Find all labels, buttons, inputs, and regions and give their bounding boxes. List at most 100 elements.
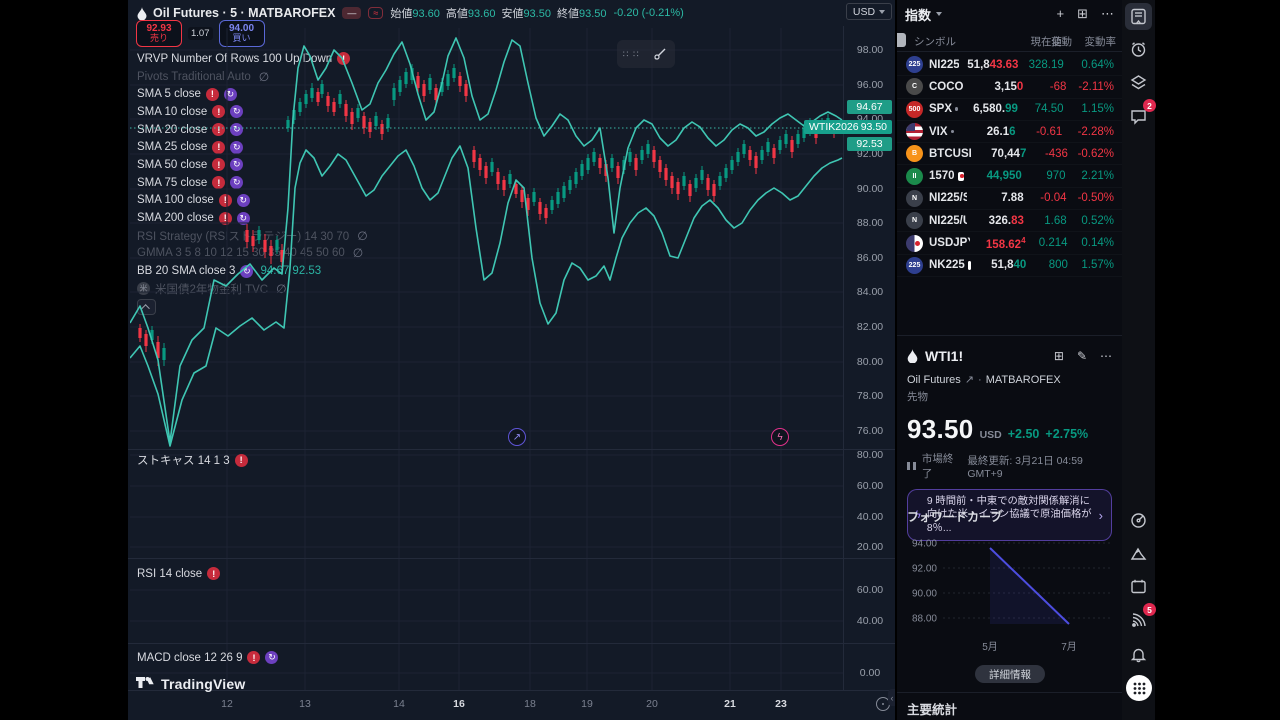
refresh-badge-icon[interactable]: ↻ bbox=[236, 193, 250, 207]
pane-indicator-label[interactable]: MACD close 12 26 9! ↻ bbox=[137, 651, 279, 664]
notifications-button[interactable] bbox=[1125, 641, 1152, 668]
alert-badge-icon[interactable]: ! bbox=[234, 453, 248, 467]
chart-marker-arrow[interactable]: ↗ bbox=[508, 428, 526, 446]
indicator-row[interactable]: SMA 50 close! ↻ bbox=[137, 156, 467, 174]
indicator-row[interactable]: SMA 20 close! ↻ bbox=[137, 121, 467, 139]
watchlist-row[interactable]: B BTCUSD 70,447 -436 -0.62% bbox=[897, 143, 1122, 166]
sell-button[interactable]: 92.93 売り bbox=[136, 20, 182, 47]
layers-button[interactable] bbox=[1125, 69, 1152, 96]
refresh-badge-icon[interactable]: ↻ bbox=[265, 651, 279, 664]
floating-drawing-toolbar[interactable]: ∷ ∷ bbox=[617, 40, 675, 68]
eye-off-icon[interactable]: ∅ bbox=[357, 228, 368, 243]
pane-indicator-label[interactable]: ストキャス 14 1 3! bbox=[137, 452, 248, 468]
watchlist-column-headers: シンボル 現在値 変動 変動率 bbox=[897, 30, 1122, 52]
refresh-badge-icon[interactable]: ↻ bbox=[230, 105, 244, 119]
data-delay-icon[interactable]: ≈ bbox=[368, 7, 384, 19]
currency-dropdown[interactable]: USD bbox=[846, 3, 892, 20]
grid-view-button[interactable]: ⊞ bbox=[1077, 6, 1088, 21]
indicator-row[interactable]: SMA 100 close! ↻ bbox=[137, 192, 467, 210]
eye-off-icon[interactable]: ∅ bbox=[276, 281, 287, 296]
change-value: 74.50 bbox=[1034, 103, 1064, 116]
indicator-row[interactable]: GMMA 3 5 8 10 12 15 30 35 40 45 50 60 ∅ bbox=[137, 245, 467, 263]
refresh-badge-icon[interactable]: ↻ bbox=[230, 123, 244, 137]
buy-button[interactable]: 94.00 買い bbox=[218, 20, 265, 47]
detail-subtitle[interactable]: Oil Futures bbox=[907, 373, 961, 386]
market-status-icon[interactable]: — bbox=[342, 7, 362, 19]
column-header[interactable]: シンボル bbox=[914, 36, 956, 48]
ideas-button[interactable] bbox=[1125, 540, 1152, 567]
watchlist-row[interactable]: 225 NI225 51,843.63 328.19 0.64% bbox=[897, 54, 1122, 77]
chat-button[interactable]: 2 bbox=[1125, 99, 1156, 130]
watchlist-tab-button[interactable] bbox=[1125, 3, 1152, 30]
indicator-row[interactable]: Pivots Traditional Auto ∅ bbox=[137, 68, 467, 86]
indicator-row[interactable]: SMA 25 close! ↻ bbox=[137, 138, 467, 156]
alert-badge-icon[interactable]: ! bbox=[212, 123, 226, 137]
indicator-label: SMA 75 close bbox=[137, 176, 208, 189]
alert-badge-icon[interactable]: ! bbox=[218, 193, 232, 207]
alert-badge-icon[interactable]: ! bbox=[218, 211, 232, 225]
indicator-row[interactable]: SMA 200 close! ↻ bbox=[137, 209, 467, 227]
watchlist-row[interactable]: C COCO 3,150 -68 -2.11% bbox=[897, 76, 1122, 99]
tradingview-logo[interactable]: TradingView bbox=[136, 676, 245, 692]
time-axis[interactable]: 12 13 14 16 18 19 20 21 23 bbox=[128, 690, 895, 720]
news-headline-pill[interactable]: ϟ 9 時間前・中東での敵対関係解消に向けた米・イラン協議で原油価格が8％...… bbox=[907, 489, 1112, 542]
pane-divider[interactable] bbox=[128, 449, 895, 450]
details-button[interactable]: 詳細情報 bbox=[975, 665, 1045, 683]
edit-note-button[interactable]: ✎ bbox=[1076, 349, 1087, 363]
watchlist-row[interactable]: USDJPY 158.624 0.214 0.14% bbox=[897, 232, 1122, 255]
alert-badge-icon[interactable]: ! bbox=[247, 651, 261, 664]
pane-divider[interactable] bbox=[128, 558, 895, 559]
column-header[interactable]: 変動率 bbox=[1084, 36, 1117, 48]
alert-badge-icon[interactable]: ! bbox=[205, 87, 219, 101]
lower-panes-grid[interactable] bbox=[130, 449, 843, 690]
indicator-row[interactable]: BB 20 SMA close 3 ↻ 94.67 92.53 bbox=[137, 262, 467, 280]
column-header[interactable]: 変動 bbox=[1051, 36, 1072, 48]
refresh-badge-icon[interactable]: ↻ bbox=[230, 158, 244, 172]
eye-off-icon[interactable]: ∅ bbox=[352, 246, 364, 261]
watchlist-title-dropdown[interactable]: 指数 bbox=[905, 5, 943, 24]
alert-badge-icon[interactable]: ! bbox=[212, 105, 226, 119]
indicator-row[interactable]: SMA 10 close! ↻ bbox=[137, 103, 467, 121]
refresh-badge-icon[interactable]: ↻ bbox=[230, 176, 244, 190]
watchlist-row[interactable]: 225 NK225 51,840 800 1.57% bbox=[897, 255, 1122, 277]
alert-badge-icon[interactable]: ! bbox=[212, 158, 226, 172]
streams-button[interactable]: 5 bbox=[1125, 603, 1156, 634]
apps-menu-button[interactable] bbox=[1126, 675, 1152, 701]
watchlist-row[interactable]: N NI225/S 7.88 -0.04 -0.50% bbox=[897, 188, 1122, 211]
pane-divider[interactable] bbox=[128, 643, 895, 644]
chart-marker-lightning[interactable]: ϟ bbox=[771, 428, 789, 446]
watchlist-row[interactable]: VIX 26.16 -0.61 -2.28% bbox=[897, 121, 1122, 144]
refresh-badge-icon[interactable]: ↻ bbox=[240, 264, 254, 278]
alert-badge-icon[interactable]: ! bbox=[212, 140, 226, 154]
watchlist-row[interactable]: II 1570 44,950 970 2.21% bbox=[897, 165, 1122, 188]
alert-badge-icon[interactable]: ! bbox=[212, 176, 226, 190]
external-link-icon[interactable]: ↗ bbox=[964, 374, 975, 386]
pane-indicator-label[interactable]: RSI 14 close! bbox=[137, 567, 221, 580]
calendar-button[interactable] bbox=[1125, 573, 1152, 600]
alerts-button[interactable] bbox=[1125, 36, 1152, 63]
screener-button[interactable] bbox=[1125, 507, 1152, 534]
eye-off-icon[interactable]: ∅ bbox=[258, 69, 270, 84]
watchlist-row[interactable]: 500 SPX 6,580.99 74.50 1.15% bbox=[897, 99, 1122, 121]
symbol-title[interactable]: Oil Futures · 5 · MATBAROFEX bbox=[137, 6, 335, 20]
add-symbol-button[interactable]: + bbox=[1056, 6, 1065, 21]
streams-badge: 5 bbox=[1143, 603, 1156, 616]
watchlist-more-button[interactable]: ⋯ bbox=[1101, 6, 1114, 21]
detail-more-button[interactable]: ⋯ bbox=[1100, 349, 1112, 363]
change-value: 800 bbox=[1048, 259, 1068, 272]
layout-grid-button[interactable]: ⊞ bbox=[1053, 349, 1064, 363]
refresh-badge-icon[interactable]: ↻ bbox=[236, 211, 250, 225]
column-header[interactable]: 現在値 bbox=[1030, 36, 1063, 48]
delayed-data-dot bbox=[955, 107, 958, 111]
watchlist-row[interactable]: N NI225/U 326.83 1.68 0.52% bbox=[897, 210, 1122, 233]
main-price-chart[interactable] bbox=[130, 28, 843, 449]
indicator-row[interactable]: SMA 5 close! ↻ bbox=[137, 85, 467, 103]
indicator-row[interactable]: SMA 75 close! ↻ bbox=[137, 174, 467, 192]
alert-badge-icon[interactable]: ! bbox=[207, 567, 221, 580]
indicator-label: SMA 10 close bbox=[137, 105, 208, 118]
indicator-row[interactable]: RSI Strategy (RSIストラテジー) 14 30 70 ∅ bbox=[137, 227, 467, 245]
panel-collapse-handle[interactable]: ‹ bbox=[888, 689, 896, 706]
drag-handle-icon[interactable]: ∷ ∷ bbox=[622, 49, 640, 59]
refresh-badge-icon[interactable]: ↻ bbox=[230, 140, 244, 154]
trendline-tool-icon[interactable] bbox=[651, 45, 669, 63]
